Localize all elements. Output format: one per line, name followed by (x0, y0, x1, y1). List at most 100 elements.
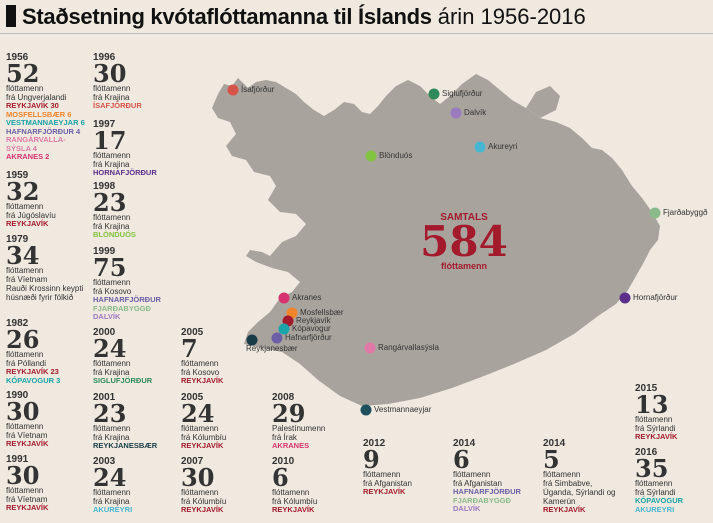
entry-destination: REYKJAVÍK (6, 219, 49, 228)
entry-text: frá Afganistan (453, 479, 502, 488)
entry-year: 2014 (543, 438, 566, 449)
year-entry: 2014 6 flóttamenn frá Afganistan HAFNARFJÖRÐ… (453, 438, 535, 514)
entry-text: frá Ungverjalandi (6, 93, 67, 102)
entry-text: frá Simbabve, (543, 479, 593, 488)
entry-text: flóttamenn (6, 486, 44, 495)
town-label: Mosfellsbær (300, 308, 344, 317)
entry-text: frá Kólumbíu (181, 433, 227, 442)
entry-destination: REYKJAVÍK 30 (6, 101, 59, 110)
entry-text: flóttamenn (93, 278, 131, 287)
entry-text: flóttamenn (181, 424, 219, 433)
entry-count: 29 (272, 399, 306, 428)
entry-text: flóttamenn (93, 359, 131, 368)
town-label: Fjarðabyggð (663, 208, 708, 217)
entry-count: 75 (93, 253, 127, 282)
town-marker-4 (474, 141, 486, 153)
entry-text: flóttamenn (93, 424, 131, 433)
entry-destination: REYKJAVÍK (363, 487, 406, 496)
entry-count: 35 (635, 454, 669, 483)
iceland-landmass (212, 74, 660, 406)
entry-text: húsnæði fyrir fólkið (6, 293, 74, 302)
entry-count: 26 (6, 325, 40, 354)
entry-text: flóttamenn (6, 84, 44, 93)
town-label: Blönduós (379, 151, 413, 160)
total-summary: SAMTALS 584 flóttamenn (414, 212, 514, 271)
town-label: Siglufjörður (442, 89, 483, 98)
year-entry: 1982 26 flóttamenn frá Póllandi REYKJAVÍK 23… (6, 318, 88, 385)
entry-count: 30 (6, 397, 40, 426)
entry-count: 5 (543, 445, 560, 474)
entry-text: flóttamenn (6, 422, 44, 431)
entry-text: frá Sýrlandi (635, 424, 676, 433)
town-label: Hornafjörður (633, 293, 678, 302)
town-marker-14 (364, 342, 376, 354)
town-marker-11 (278, 323, 290, 335)
entry-destination: HAFNARFJÖRÐUR (453, 487, 521, 496)
entry-count: 23 (93, 399, 127, 428)
entry-count: 52 (6, 59, 40, 88)
entry-year: 2000 (93, 327, 116, 338)
entry-destination: VESTMANNAEYJAR 6 (6, 118, 85, 127)
year-entry: 2005 24 flóttamenn frá Kólumbíu REYKJAVÍK (181, 392, 263, 451)
town-label: Hafnarfjörður (285, 333, 332, 342)
entry-destination: MOSFELLSBÆR 6 (6, 109, 72, 119)
town-marker-8 (278, 292, 290, 304)
entry-destination: SIGLUFJÖRÐUR (93, 376, 153, 385)
entry-destination: REYKJAVÍK (6, 503, 49, 512)
year-entry: 2000 24 flóttamenn frá Krajina SIGLUFJÖRÐUR (93, 327, 175, 386)
entry-year: 2003 (93, 456, 116, 467)
entry-text: flóttamenn (6, 202, 44, 211)
entry-destination: HORNAFJÖRÐUR (93, 168, 157, 177)
entry-text: flóttamenn (6, 266, 44, 275)
town-label: Ísafjörður (241, 85, 275, 94)
town-label: Akranes (292, 293, 322, 302)
entry-destination: KÓPAVOGUR (635, 496, 684, 505)
entry-count: 9 (363, 445, 380, 474)
entry-destination: FJARÐABYGGÐ (453, 495, 511, 505)
year-entry: 1999 75 flóttamenn frá Kosovo HAFNARFJÖRÐUR F… (93, 246, 175, 322)
entry-text: flóttamenn (93, 84, 131, 93)
town-marker-7 (619, 292, 631, 304)
entry-count: 32 (6, 177, 40, 206)
town-marker-12 (271, 332, 283, 344)
entry-count: 7 (181, 334, 198, 363)
town-label: Dalvík (464, 108, 487, 117)
entry-year: 2010 (272, 456, 295, 467)
entry-destination: REYKJAVÍK (181, 441, 224, 450)
entry-text: flóttamenn (181, 488, 219, 497)
entry-destination: AKRANES 2 (6, 152, 50, 161)
entry-text: frá Kólumbíu (181, 497, 227, 506)
entry-destination: HAFNARFJÖRÐUR 4 (6, 126, 81, 136)
entry-text: frá Krajina (93, 93, 130, 102)
year-entry: 2007 30 flóttamenn frá Kólumbíu REYKJAVÍK (181, 456, 263, 515)
entry-destination: REYKJAVÍK 23 (6, 367, 59, 376)
town-label: Vestmannaeyjar (374, 405, 432, 414)
entry-count: 30 (181, 463, 215, 492)
entry-text: Kamerún (543, 497, 576, 506)
year-entry: 2005 7 flóttamenn frá Kosovo REYKJAVÍK (181, 327, 263, 386)
iceland-snaefellsnes (246, 250, 272, 268)
entry-year: 2012 (363, 438, 386, 449)
total-label: SAMTALS (440, 212, 488, 223)
entry-year: 1999 (93, 246, 116, 257)
entry-destination: REYKJAVÍK (543, 505, 586, 514)
entry-count: 13 (635, 390, 669, 419)
entry-text: frá Kólumbíu (272, 497, 318, 506)
entry-text: flóttamenn (635, 479, 673, 488)
town-marker-2 (428, 88, 440, 100)
town-label: Akureyri (488, 142, 518, 151)
entry-text: flóttamenn (181, 359, 219, 368)
entry-text: frá Víetnam (6, 431, 48, 440)
entry-year: 1982 (6, 318, 29, 329)
entry-text: frá Krajina (93, 222, 130, 231)
year-entry: 2008 29 Palestínumenn frá Írak AKRANES (272, 392, 354, 451)
iceland-northeast-peninsula (526, 86, 560, 118)
entry-year: 2014 (453, 438, 476, 449)
entry-year: 1990 (6, 390, 29, 401)
town-label: Reykjavík (296, 316, 331, 325)
year-entry: 2016 35 flóttamenn frá Sýrlandi KÓPAVOGUR AKU… (635, 447, 713, 514)
entry-count: 17 (93, 126, 127, 155)
year-entry: 2003 24 flóttamenn frá Krajina AKUREYRI (93, 456, 175, 515)
entry-year: 1956 (6, 52, 29, 63)
entry-count: 30 (93, 59, 127, 88)
